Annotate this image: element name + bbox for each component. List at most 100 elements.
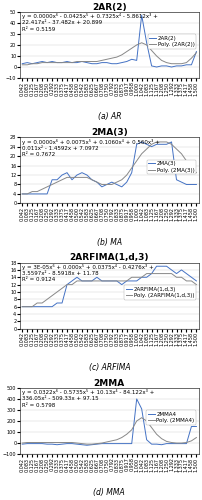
2ARFIMA(1,d,3) [130,278,133,284]
2AR(2) [150,63,153,69]
2ARFIMA(1,d,3) [86,278,88,284]
2MA(3) [71,177,73,183]
2ARFIMA(1,d,3) [140,274,143,280]
Poly. (2MMA4) [145,418,148,424]
2ARFIMA(1,d,3) [195,278,198,284]
2MA(3) [170,139,173,145]
2AR(2) [101,60,103,66]
Title: 2MA(3): 2MA(3) [91,128,128,137]
2AR(2) [61,60,63,66]
Legend: 2MA(3), Poly. (2MA(3)): 2MA(3), Poly. (2MA(3)) [147,160,196,174]
Line: 2MA(3): 2MA(3) [22,142,196,194]
Poly. (2MA(3)) [41,186,43,192]
Poly. (2ARFIMA(1,d,3)) [111,278,113,284]
Poly. (2MMA4) [76,440,78,446]
2AR(2) [185,62,188,68]
2AR(2) [71,60,73,66]
Poly. (2MA(3)) [71,174,73,180]
2AR(2) [96,60,98,66]
Poly. (2MMA4) [51,440,53,446]
Poly. (2MMA4) [41,440,43,446]
Poly. (2MMA4) [106,439,108,445]
Poly. (2MA(3)) [111,182,113,188]
2MA(3) [111,179,113,185]
2AR(2) [165,63,168,69]
Poly. (2ARFIMA(1,d,3)) [170,270,173,276]
2MMA4 [160,442,163,448]
2MMA4 [101,440,103,446]
Poly. (2AR(2)) [21,62,23,68]
Poly. (2ARFIMA(1,d,3)) [71,282,73,288]
Legend: 2ARFIMA(1,d,3), Poly. (2ARFIMA(1,d,3)): 2ARFIMA(1,d,3), Poly. (2ARFIMA(1,d,3)) [124,285,196,300]
Poly. (2MMA4) [36,440,38,446]
2MA(3) [195,182,198,188]
Legend: 2AR(2), Poly. (2AR(2)): 2AR(2), Poly. (2AR(2)) [148,34,196,49]
2ARFIMA(1,d,3) [165,263,168,269]
Title: 2ARFIMA(1,d,3): 2ARFIMA(1,d,3) [69,254,149,262]
Poly. (2ARFIMA(1,d,3)) [26,304,28,310]
2ARFIMA(1,d,3) [116,278,118,284]
Text: y = 0.0000x⁶ - 0.0425x⁵ + 0.7325x⁴ - 5.8612x³ +
22.417x² - 37.482x + 20.899
R² =: y = 0.0000x⁶ - 0.0425x⁵ + 0.7325x⁴ - 5.8… [22,13,157,32]
Poly. (2MA(3)) [86,174,88,180]
Poly. (2MA(3)) [106,182,108,188]
Poly. (2AR(2)) [136,42,138,48]
2MA(3) [51,177,53,183]
2ARFIMA(1,d,3) [66,282,68,288]
Poly. (2ARFIMA(1,d,3)) [121,278,123,284]
2AR(2) [136,58,138,64]
2MMA4 [150,441,153,447]
X-axis label: (c) ARFIMA: (c) ARFIMA [88,363,130,372]
Poly. (2MMA4) [185,440,188,446]
2MMA4 [165,440,168,446]
2ARFIMA(1,d,3) [190,274,193,280]
2ARFIMA(1,d,3) [170,267,173,273]
Poly. (2AR(2)) [71,60,73,66]
Poly. (2AR(2)) [145,42,148,48]
2ARFIMA(1,d,3) [21,304,23,310]
Poly. (2MA(3)) [51,182,53,188]
Poly. (2AR(2)) [165,60,168,66]
2ARFIMA(1,d,3) [81,278,83,284]
2AR(2) [175,63,178,69]
Poly. (2ARFIMA(1,d,3)) [96,278,98,284]
Poly. (2MMA4) [116,436,118,442]
2MA(3) [160,142,163,148]
2MMA4 [111,440,113,446]
Poly. (2MA(3)) [116,179,118,185]
Poly. (2MMA4) [180,440,183,446]
Poly. (2MMA4) [61,440,63,446]
2MMA4 [56,442,58,448]
Poly. (2MA(3)) [91,177,93,183]
Poly. (2AR(2)) [96,58,98,64]
2MMA4 [36,440,38,446]
X-axis label: (a) AR: (a) AR [98,112,121,121]
Poly. (2MA(3)) [46,184,48,190]
X-axis label: (b) MA: (b) MA [97,238,122,246]
2MMA4 [125,440,128,446]
Poly. (2MMA4) [175,440,178,446]
2MA(3) [66,170,68,175]
Poly. (2AR(2)) [56,60,58,66]
2MA(3) [81,170,83,175]
Poly. (2AR(2)) [86,58,88,64]
2MA(3) [116,182,118,188]
2ARFIMA(1,d,3) [31,304,33,310]
Poly. (2MMA4) [170,440,173,446]
Poly. (2ARFIMA(1,d,3)) [106,278,108,284]
2AR(2) [195,48,198,54]
Poly. (2MMA4) [91,441,93,447]
2ARFIMA(1,d,3) [46,304,48,310]
Poly. (2MA(3)) [170,142,173,148]
Poly. (2MMA4) [165,438,168,444]
Poly. (2ARFIMA(1,d,3)) [91,278,93,284]
2AR(2) [111,60,113,66]
Line: Poly. (2MMA4): Poly. (2MMA4) [22,418,196,444]
Poly. (2MA(3)) [81,174,83,180]
2ARFIMA(1,d,3) [51,304,53,310]
Poly. (2MA(3)) [56,179,58,185]
Poly. (2AR(2)) [140,40,143,46]
X-axis label: (d) MMA: (d) MMA [94,488,125,497]
2MA(3) [180,179,183,185]
2ARFIMA(1,d,3) [91,278,93,284]
Poly. (2AR(2)) [66,60,68,66]
